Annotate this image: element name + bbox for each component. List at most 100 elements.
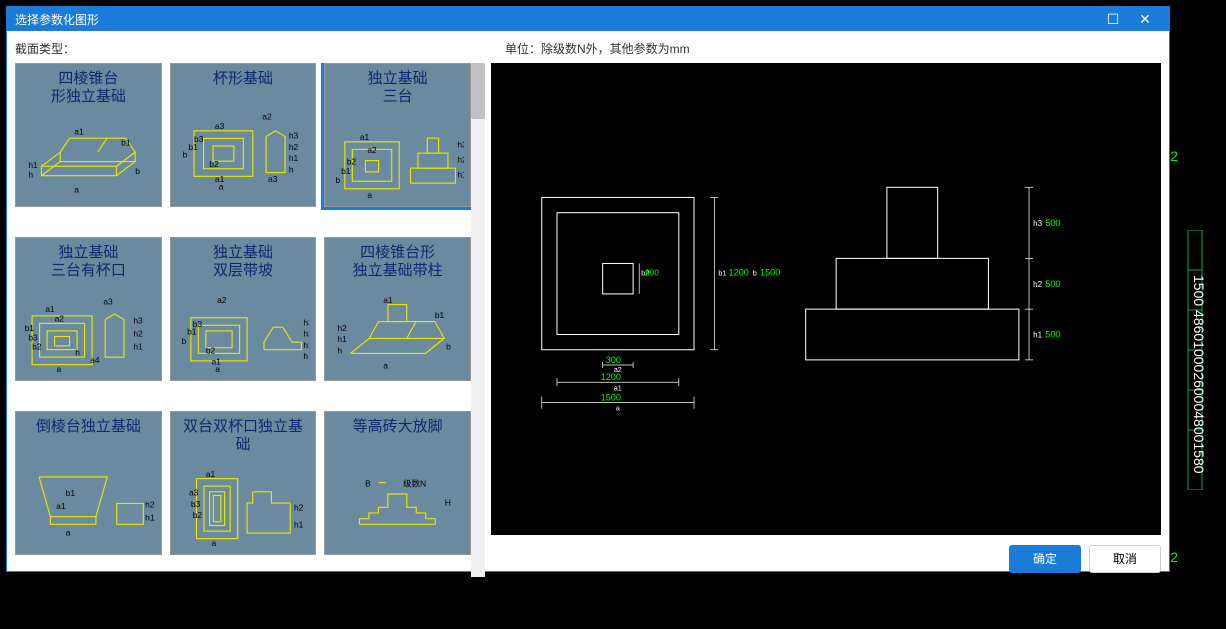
svg-text:b1: b1 (66, 488, 76, 498)
left-panel: 四棱锥台形独立基础a1b1h1hab杯形基础a2a3bb1b3b2a1ah3h2… (15, 63, 485, 577)
dialog-footer: 确定 取消 (491, 541, 1161, 577)
svg-text:b3: b3 (194, 134, 204, 144)
svg-text:h2: h2 (288, 142, 298, 152)
card-title: 独立基础双层带坡 (213, 244, 273, 280)
svg-text:a3: a3 (215, 121, 225, 131)
svg-text:a3: a3 (268, 174, 278, 184)
svg-text:b: b (135, 166, 140, 176)
close-icon[interactable]: ✕ (1129, 7, 1161, 31)
svg-text:a: a (66, 528, 71, 538)
svg-text:500: 500 (1045, 279, 1060, 289)
svg-text:b1: b1 (341, 166, 351, 176)
svg-text:b: b (336, 175, 341, 185)
svg-text:b1: b1 (718, 270, 726, 278)
card-title: 等高砖大放脚 (353, 418, 443, 436)
svg-text:b2: b2 (347, 156, 357, 166)
svg-text:h1: h1 (288, 153, 298, 163)
shape-card-c6[interactable]: 四棱锥台形独立基础带柱 a1 b1 h2h1h a b (324, 237, 471, 381)
bg-ruler-text: 1500 486010002600048001580 (1174, 140, 1224, 609)
svg-text:b1: b1 (121, 138, 131, 148)
svg-text:500: 500 (1045, 330, 1060, 340)
svg-text:h2: h2 (1033, 280, 1043, 289)
card-title: 杯形基础 (213, 70, 273, 88)
svg-text:h3: h3 (458, 140, 464, 150)
scrollbar[interactable] (471, 63, 485, 577)
svg-text:h: h (338, 345, 343, 355)
svg-text:h1: h1 (458, 170, 464, 180)
svg-text:h3: h3 (303, 317, 309, 327)
card-title: 倒棱台独立基础 (36, 418, 141, 436)
svg-text:a3: a3 (189, 487, 199, 497)
svg-text:a4: a4 (90, 355, 100, 365)
svg-text:a3: a3 (103, 297, 113, 307)
cancel-button[interactable]: 取消 (1089, 545, 1161, 573)
right-panel: 300 a2 1200 a1 1500 a b2 900 (491, 63, 1161, 577)
svg-text:h1: h1 (294, 519, 304, 529)
svg-text:h2: h2 (133, 328, 143, 338)
ok-button[interactable]: 确定 (1009, 545, 1081, 573)
svg-text:a1: a1 (360, 132, 370, 142)
svg-text:a1: a1 (45, 304, 55, 314)
svg-text:a: a (368, 190, 373, 200)
dialog: 选择参数化图形 ☐ ✕ 截面类型： 单位：除级数N外，其他参数为mm 四棱锥台形… (6, 6, 1170, 572)
shape-card-c2[interactable]: 杯形基础a2a3bb1b3b2a1ah3h2h1ha3 (170, 63, 317, 207)
svg-text:1500: 1500 (601, 392, 621, 402)
svg-text:1200: 1200 (601, 372, 621, 382)
card-title: 四棱锥台形独立基础带柱 (353, 244, 443, 280)
svg-text:a: a (74, 185, 79, 195)
shape-card-c1[interactable]: 四棱锥台形独立基础a1b1h1hab (15, 63, 162, 207)
svg-text:b1: b1 (435, 310, 445, 320)
svg-text:a2: a2 (262, 111, 272, 121)
preview-svg: 300 a2 1200 a1 1500 a b2 900 (491, 63, 1161, 535)
shape-card-c7[interactable]: 倒棱台独立基础b1a1ah2h1 (15, 411, 162, 555)
shape-card-c5[interactable]: 独立基础双层带坡a2bb1b3b2a1ah3h2h1h (170, 237, 317, 381)
card-title: 独立基础三台有杯口 (51, 244, 126, 280)
svg-text:500: 500 (1045, 218, 1060, 228)
svg-text:b2: b2 (192, 510, 202, 520)
svg-text:级数N: 级数N (403, 478, 426, 488)
svg-text:a2: a2 (217, 295, 227, 305)
svg-text:b: b (753, 270, 757, 278)
svg-text:a2: a2 (368, 145, 378, 155)
header-row: 截面类型： 单位：除级数N外，其他参数为mm (15, 37, 1161, 59)
header-right: 单位：除级数N外，其他参数为mm (505, 40, 1161, 57)
svg-text:300: 300 (606, 355, 621, 365)
card-title: 四棱锥台形独立基础 (51, 70, 126, 106)
svg-text:a: a (384, 360, 389, 370)
scrollbar-thumb[interactable] (471, 63, 485, 119)
svg-text:a2: a2 (55, 313, 65, 323)
svg-text:b: b (181, 336, 186, 346)
svg-text:h: h (303, 351, 308, 361)
svg-text:h2: h2 (338, 323, 348, 333)
svg-text:a: a (56, 364, 61, 374)
svg-text:h3: h3 (133, 315, 143, 325)
shape-card-c4[interactable]: 独立基础三台有杯口a3a1a2b1b3b2aha4h3h2h1 (15, 237, 162, 381)
svg-text:1200: 1200 (729, 268, 749, 278)
shape-card-c3[interactable]: 独立基础三台 bb1b2 a1 a2 a h3 h2 h1 (324, 63, 471, 207)
maximize-icon[interactable]: ☐ (1097, 7, 1129, 31)
svg-text:h2: h2 (458, 155, 464, 165)
svg-text:b: b (446, 342, 451, 352)
card-title: 双台双杯口独立基础 (177, 418, 310, 454)
svg-text:h1: h1 (338, 334, 348, 344)
shape-card-c9[interactable]: 等高砖大放脚B级数NH (324, 411, 471, 555)
svg-text:a1: a1 (384, 295, 394, 305)
body-row: 四棱锥台形独立基础a1b1h1hab杯形基础a2a3bb1b3b2a1ah3h2… (15, 63, 1161, 577)
svg-text:h2: h2 (303, 328, 309, 338)
svg-text:a1: a1 (56, 501, 66, 511)
svg-text:h1: h1 (1033, 331, 1043, 340)
svg-text:b2: b2 (32, 342, 42, 352)
svg-text:h: h (28, 170, 33, 180)
card-grid: 四棱锥台形独立基础a1b1h1hab杯形基础a2a3bb1b3b2a1ah3h2… (15, 63, 485, 577)
card-title: 独立基础三台 (368, 70, 428, 106)
svg-text:a: a (218, 182, 223, 192)
svg-text:a: a (211, 538, 216, 548)
svg-text:a1: a1 (74, 126, 84, 136)
svg-text:900: 900 (645, 269, 659, 278)
preview-canvas: 300 a2 1200 a1 1500 a b2 900 (491, 63, 1161, 535)
svg-text:h1: h1 (145, 513, 154, 523)
svg-text:h1: h1 (303, 340, 309, 350)
svg-text:h: h (75, 347, 80, 357)
svg-text:a1: a1 (614, 384, 622, 392)
shape-card-c8[interactable]: 双台双杯口独立基础a1a3b3b2ah2h1 (170, 411, 317, 555)
